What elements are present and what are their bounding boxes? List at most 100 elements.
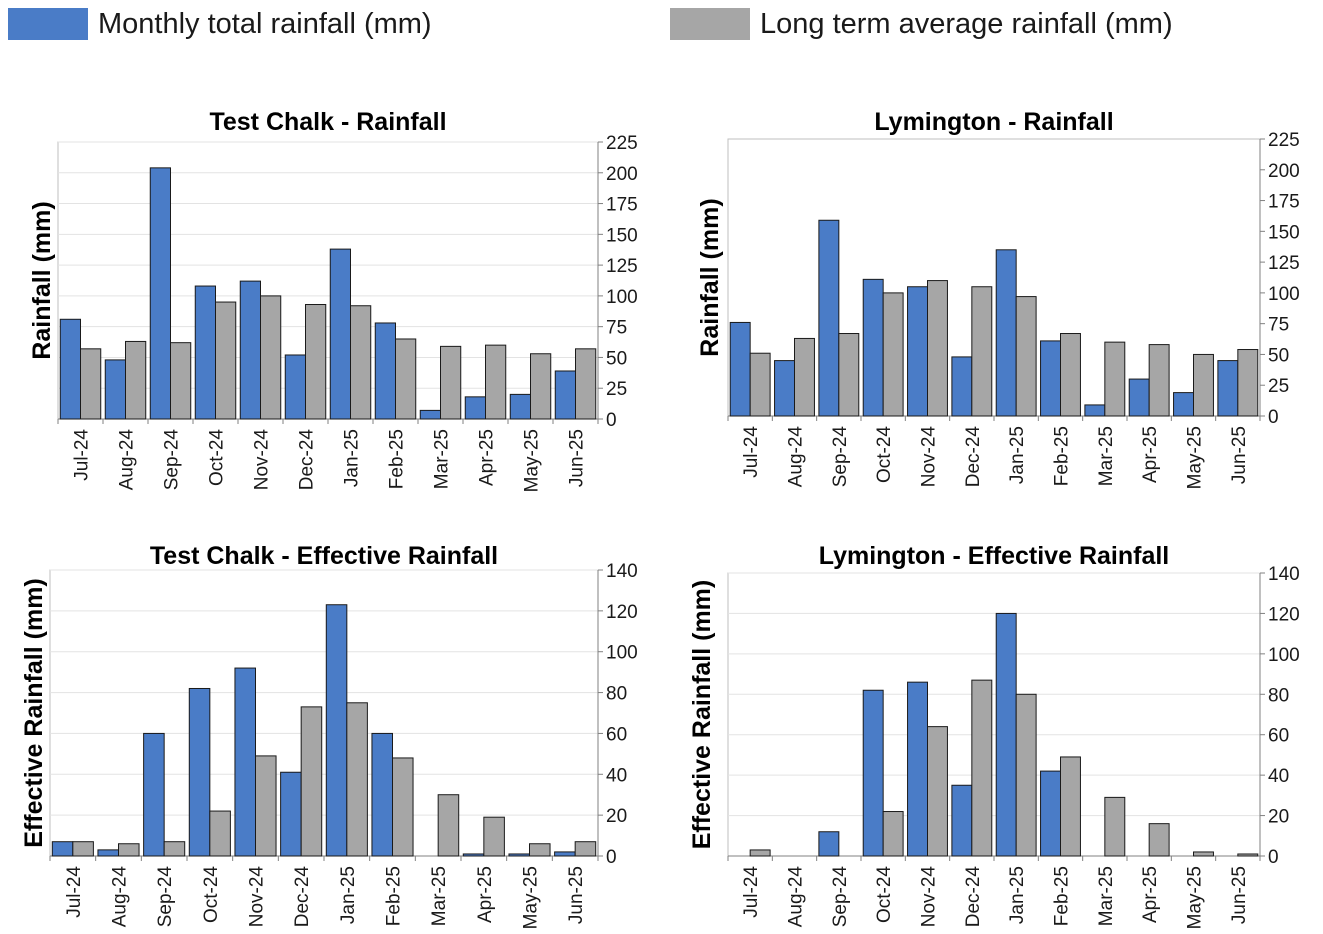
y-axis-label: Rainfall (mm) xyxy=(28,201,56,359)
bar-monthly-aug-24 xyxy=(104,359,126,420)
bar-monthly-feb-25 xyxy=(374,322,396,420)
bar-average-mar-25 xyxy=(1104,341,1126,417)
bar-average-jun-25 xyxy=(1237,853,1259,857)
y-tick-label: 75 xyxy=(1268,315,1289,336)
y-tick-label: 75 xyxy=(606,318,627,339)
bar-average-may-25 xyxy=(1193,353,1214,417)
x-tick-label: Nov-24 xyxy=(919,426,940,488)
x-tick-label: Dec-24 xyxy=(963,426,984,488)
bar-monthly-oct-24 xyxy=(862,689,884,857)
chart-title: Test Chalk - Effective Rainfall xyxy=(150,542,498,570)
bar-monthly-dec-24 xyxy=(280,771,302,857)
bar-monthly-apr-25 xyxy=(462,853,485,857)
y-tick-label: 50 xyxy=(1268,345,1289,366)
x-tick-label: Apr-25 xyxy=(1140,866,1161,923)
bar-average-sep-24 xyxy=(163,841,186,857)
y-tick-label: 20 xyxy=(606,806,627,827)
x-tick-label: Jan-25 xyxy=(342,429,363,487)
x-tick-label: Oct-24 xyxy=(874,866,895,923)
chart-3: 0 20 40 60 80 100 120 140 Jul-24 Aug-24 Sep-24 Oct-… xyxy=(688,542,1300,929)
x-tick-label: Jan-25 xyxy=(1007,866,1028,924)
bar-average-feb-25 xyxy=(392,757,414,857)
bar-average-apr-25 xyxy=(483,816,505,857)
plot-area xyxy=(49,569,599,857)
x-tick-label: Dec-24 xyxy=(292,866,313,928)
bar-average-jul-24 xyxy=(749,352,771,417)
bar-monthly-dec-24 xyxy=(951,356,973,417)
bar-average-apr-25 xyxy=(485,344,507,420)
bar-monthly-mar-25 xyxy=(1084,404,1106,417)
bar-monthly-mar-25 xyxy=(419,409,441,420)
y-tick-label: 0 xyxy=(606,410,617,431)
bar-average-dec-24 xyxy=(971,679,993,857)
x-tick-label: Sep-24 xyxy=(162,429,183,491)
x-tick-label: Aug-24 xyxy=(786,426,807,488)
bar-monthly-nov-24 xyxy=(907,286,928,417)
bar-monthly-dec-24 xyxy=(951,784,973,857)
y-tick-label: 0 xyxy=(606,847,617,868)
bar-monthly-jan-25 xyxy=(995,249,1017,417)
bar-monthly-aug-24 xyxy=(97,849,119,857)
y-axis-label: Effective Rainfall (mm) xyxy=(688,580,716,850)
x-tick-label: Aug-24 xyxy=(110,866,131,928)
bar-monthly-jun-25 xyxy=(554,370,576,420)
bar-monthly-may-25 xyxy=(509,393,531,420)
bar-monthly-nov-24 xyxy=(239,280,261,420)
bar-monthly-jul-24 xyxy=(51,841,74,857)
bar-average-feb-25 xyxy=(1060,756,1081,857)
bar-average-jul-24 xyxy=(72,841,94,857)
y-tick-label: 225 xyxy=(606,133,638,154)
legend-item-long-term-average: Long term average rainfall (mm) xyxy=(670,6,1173,42)
x-tick-label: Sep-24 xyxy=(830,866,851,928)
bar-monthly-dec-24 xyxy=(284,354,306,420)
y-tick-label: 120 xyxy=(1268,604,1300,625)
y-tick-label: 175 xyxy=(606,195,638,216)
x-tick-label: Oct-24 xyxy=(201,866,222,923)
x-tick-label: Jul-24 xyxy=(64,866,85,918)
chart-title: Test Chalk - Rainfall xyxy=(209,108,446,136)
x-tick-label: Mar-25 xyxy=(432,429,453,489)
x-tick-label: Dec-24 xyxy=(963,866,984,928)
bar-monthly-oct-24 xyxy=(188,687,211,857)
bar-monthly-feb-25 xyxy=(1040,340,1062,417)
bar-average-jun-25 xyxy=(575,348,597,420)
bar-average-sep-24 xyxy=(170,342,192,420)
chart-title: Lymington - Rainfall xyxy=(874,108,1113,136)
x-tick-label: Nov-24 xyxy=(247,866,268,928)
bar-average-jan-25 xyxy=(1015,296,1037,417)
x-tick-label: Aug-24 xyxy=(786,866,807,928)
bar-average-jul-24 xyxy=(749,849,771,857)
x-tick-label: Jun-25 xyxy=(566,866,587,924)
legend: Monthly total rainfall (mm) Long term av… xyxy=(0,6,1323,46)
bar-monthly-nov-24 xyxy=(907,681,928,857)
bar-monthly-jan-25 xyxy=(325,604,348,857)
bar-average-apr-25 xyxy=(1148,823,1170,857)
bar-average-jan-25 xyxy=(346,702,368,857)
x-tick-label: Jun-25 xyxy=(567,429,588,487)
y-tick-label: 125 xyxy=(1268,253,1300,274)
x-tick-label: Jun-25 xyxy=(1229,866,1250,924)
y-tick-label: 60 xyxy=(1268,726,1289,747)
y-tick-label: 175 xyxy=(1268,192,1300,213)
bar-average-oct-24 xyxy=(215,301,237,420)
y-tick-label: 40 xyxy=(606,765,627,786)
bar-monthly-oct-24 xyxy=(862,278,884,417)
x-tick-label: Jan-25 xyxy=(338,866,359,924)
bar-average-feb-25 xyxy=(1060,333,1081,417)
y-tick-label: 25 xyxy=(606,379,627,400)
x-tick-label: Mar-25 xyxy=(1096,426,1117,486)
x-tick-label: Jul-24 xyxy=(741,866,762,918)
bar-monthly-may-25 xyxy=(508,853,531,857)
bar-average-oct-24 xyxy=(209,810,231,857)
x-tick-label: Aug-24 xyxy=(117,429,138,491)
bar-monthly-aug-24 xyxy=(774,360,795,417)
bar-average-mar-25 xyxy=(440,345,462,420)
bar-average-may-25 xyxy=(1193,851,1214,857)
chart-title: Lymington - Effective Rainfall xyxy=(819,542,1170,570)
bar-average-nov-24 xyxy=(927,726,948,857)
x-tick-label: Jul-24 xyxy=(741,426,762,478)
bar-average-jun-25 xyxy=(1237,349,1259,417)
y-tick-label: 80 xyxy=(606,684,627,705)
y-axis-label: Rainfall (mm) xyxy=(696,198,724,356)
bar-average-apr-25 xyxy=(1148,344,1170,417)
